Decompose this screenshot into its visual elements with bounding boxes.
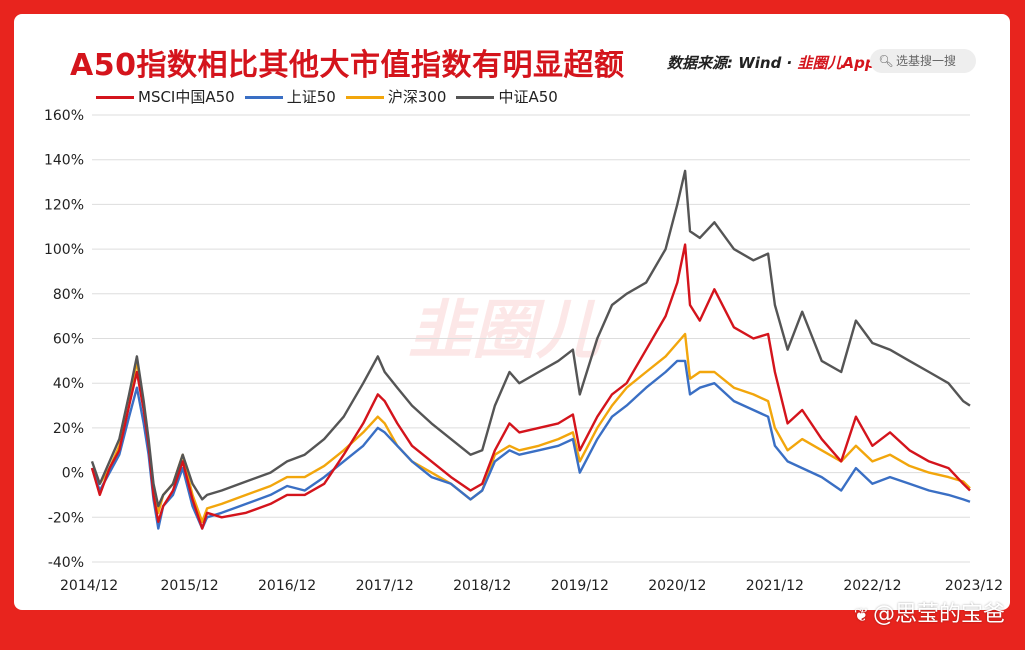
x-tick-label: 2020/12 <box>648 578 706 594</box>
paw-icon: ❦ <box>853 605 869 626</box>
x-tick-label: 2019/12 <box>551 578 609 594</box>
series-line-1 <box>90 359 971 530</box>
search-placeholder: 选基搜一搜 <box>896 54 957 68</box>
y-tick-label: 40% <box>53 376 84 392</box>
x-tick-label: 2016/12 <box>258 578 316 594</box>
source-prefix: 数据来源: Wind · <box>667 54 798 72</box>
legend-item: 沪深300 <box>345 86 447 107</box>
legend-swatch <box>244 96 283 99</box>
legend-item: MSCI中国A50 <box>96 86 235 107</box>
legend-item: 中证A50 <box>456 86 558 107</box>
y-tick-label: 0% <box>62 466 84 482</box>
source-brand: 韭圈儿App <box>797 54 876 72</box>
legend-label: 上证50 <box>286 88 336 106</box>
y-tick-label: 120% <box>44 197 84 213</box>
x-tick-label: 2022/12 <box>843 578 901 594</box>
legend-swatch <box>456 96 495 99</box>
footer-watermark: ❦ @思莹的宝爸 <box>854 596 1005 628</box>
legend-label: 沪深300 <box>387 88 447 106</box>
y-tick-label: -40% <box>48 555 84 571</box>
y-tick-label: 60% <box>53 332 84 348</box>
series-line-3 <box>90 169 971 508</box>
x-axis-ticks: 2014/12 2015/12 2016/12 2017/12 2018/12 2019/… <box>60 578 1003 594</box>
chart-card <box>14 14 1010 610</box>
series-lines <box>90 169 971 530</box>
legend-label: 中证A50 <box>498 88 558 106</box>
x-tick-label: 2018/12 <box>453 578 511 594</box>
center-watermark: 韭圈儿 <box>408 294 602 368</box>
y-tick-label: 80% <box>53 287 84 303</box>
magnifier-icon: 🔍︎ <box>878 54 894 68</box>
search-box[interactable]: 🔍︎ 选基搜一搜 <box>870 49 976 73</box>
y-tick-label: 20% <box>53 421 84 437</box>
legend-label: MSCI中国A50 <box>138 88 235 106</box>
footer-watermark-text: @思莹的宝爸 <box>872 602 1005 627</box>
series-line-0 <box>90 243 971 530</box>
legend-item: 上证50 <box>244 86 336 107</box>
x-tick-label: 2015/12 <box>160 578 218 594</box>
y-tick-label: 100% <box>44 242 84 258</box>
x-tick-label: 2017/12 <box>356 578 414 594</box>
x-tick-label: 2023/12 <box>945 578 1003 594</box>
legend-swatch <box>96 96 134 99</box>
data-source: 数据来源: Wind · 韭圈儿App <box>667 52 876 73</box>
x-tick-label: 2014/12 <box>60 578 118 594</box>
x-tick-label: 2021/12 <box>746 578 804 594</box>
y-tick-label: 140% <box>44 153 84 169</box>
y-tick-label: -20% <box>48 510 84 526</box>
y-axis-ticks: 160% 140% 120% 100% 80% 60% 40% 20% 0% -20% -40% <box>44 108 84 571</box>
page-title: A50指数相比其他大市值指数有明显超额 <box>70 48 625 83</box>
y-tick-label: 160% <box>44 108 84 124</box>
chart-legend: MSCI中国A50 上证50 沪深300 中证A50 <box>96 86 568 106</box>
legend-swatch <box>345 96 384 99</box>
grid-lines <box>92 114 970 563</box>
